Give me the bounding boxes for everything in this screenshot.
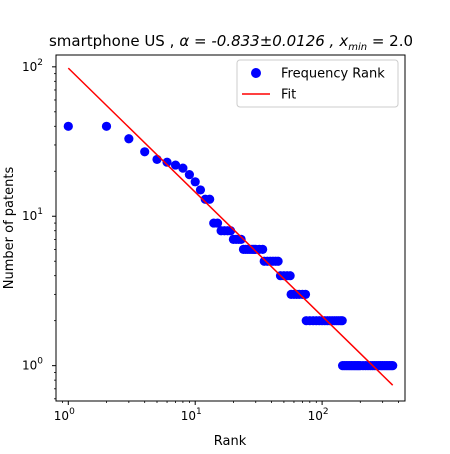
scatter-point	[258, 245, 267, 254]
title-xmin-sub: min	[348, 42, 367, 53]
scatter-point	[185, 170, 194, 179]
scatter-point	[338, 316, 347, 325]
x-tick-label-base: 10	[54, 409, 69, 423]
scatter-point	[178, 164, 187, 173]
scatter-point	[64, 122, 73, 131]
x-tick-label-base: 10	[308, 409, 323, 423]
legend-marker-frequency-rank	[251, 68, 261, 78]
scatter-point	[140, 147, 149, 156]
y-tick-label-exponent: 1	[37, 207, 43, 217]
scatter-point	[152, 155, 161, 164]
y-tick-label-base: 10	[22, 60, 37, 74]
y-tick-label-exponent: 0	[37, 357, 43, 367]
scatter-point	[274, 257, 283, 266]
x-tick-label-exponent: 1	[196, 407, 202, 417]
title-prefix: smartphone US ,	[49, 32, 174, 50]
scatter-point	[191, 177, 200, 186]
title-xmin-value: = 2.0	[367, 32, 413, 50]
x-tick-label-base: 10	[181, 409, 196, 423]
title-xmin-base: x	[338, 32, 348, 50]
y-tick-label-exponent: 2	[37, 58, 43, 68]
x-tick-label-exponent: 2	[323, 407, 329, 417]
scatter-point	[124, 134, 133, 143]
legend-label-frequency-rank: Frequency Rank	[281, 67, 385, 82]
legend-label-fit: Fit	[281, 88, 296, 103]
scatter-point	[388, 361, 397, 370]
title-alpha: α = -0.833±0.0126 ,	[179, 32, 334, 50]
y-axis-label: Number of patents	[2, 167, 17, 290]
y-tick-label-base: 10	[22, 209, 37, 223]
y-tick-label-base: 10	[22, 359, 37, 373]
legend: Frequency Rank Fit	[237, 60, 398, 107]
x-tick-label-exponent: 0	[69, 407, 75, 417]
scatter-point	[102, 122, 111, 131]
scatter-point	[286, 271, 295, 280]
x-axis-label: Rank	[214, 434, 247, 449]
